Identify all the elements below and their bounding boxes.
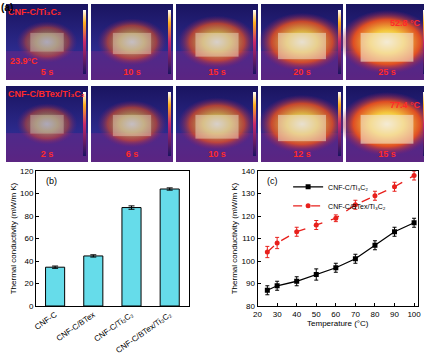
svg-text:140: 140 — [242, 167, 256, 176]
svg-text:110: 110 — [242, 234, 255, 243]
svg-text:12 s: 12 s — [293, 149, 311, 159]
svg-text:CNF-C: CNF-C — [33, 310, 59, 332]
svg-text:40: 40 — [292, 310, 301, 319]
svg-text:CNF-C/Ti₃C₂: CNF-C/Ti₃C₂ — [328, 184, 368, 191]
svg-text:60: 60 — [24, 234, 33, 243]
svg-text:20: 20 — [253, 310, 262, 319]
svg-text:Thermal conductivity (mW/m K): Thermal conductivity (mW/m K) — [230, 182, 239, 294]
svg-text:20: 20 — [24, 279, 33, 288]
svg-text:5 s: 5 s — [41, 67, 54, 77]
svg-text:15 s: 15 s — [208, 67, 226, 77]
svg-text:80: 80 — [246, 302, 255, 311]
svg-text:77.4 °C: 77.4 °C — [390, 100, 421, 110]
svg-text:2 s: 2 s — [41, 149, 54, 159]
svg-text:10 s: 10 s — [123, 67, 141, 77]
svg-text:120: 120 — [242, 212, 256, 221]
svg-text:52.8 °C: 52.8 °C — [390, 18, 421, 28]
svg-text:40: 40 — [24, 257, 33, 266]
svg-text:(b): (b) — [46, 176, 57, 186]
svg-text:CNF-C/Ti₃C₂: CNF-C/Ti₃C₂ — [8, 7, 61, 17]
svg-text:23.9°C: 23.9°C — [10, 56, 38, 66]
svg-text:CNF-C/BTex: CNF-C/BTex — [55, 310, 97, 343]
svg-text:20 s: 20 s — [293, 67, 311, 77]
svg-text:15 s: 15 s — [378, 149, 396, 159]
svg-text:25 s: 25 s — [378, 67, 396, 77]
svg-text:CNF-C/Ti₃C₂: CNF-C/Ti₃C₂ — [92, 310, 135, 344]
svg-text:30: 30 — [273, 310, 282, 319]
svg-text:50: 50 — [312, 310, 321, 319]
svg-text:6 s: 6 s — [126, 149, 139, 159]
svg-text:CNF-C/BTex/Ti₃C₂: CNF-C/BTex/Ti₃C₂ — [8, 89, 85, 99]
svg-text:90: 90 — [246, 279, 255, 288]
svg-text:100: 100 — [407, 310, 421, 319]
svg-text:100: 100 — [20, 189, 34, 198]
svg-text:(c): (c) — [267, 176, 278, 186]
svg-text:70: 70 — [351, 310, 360, 319]
svg-text:Temperature (°C): Temperature (°C) — [307, 319, 369, 328]
svg-text:90: 90 — [390, 310, 399, 319]
svg-text:130: 130 — [242, 189, 256, 198]
svg-text:Thermal conductivity (mW/m K): Thermal conductivity (mW/m K) — [9, 182, 18, 294]
svg-text:80: 80 — [371, 310, 380, 319]
svg-text:CNF-C/BTex/Ti₃C₂: CNF-C/BTex/Ti₃C₂ — [328, 203, 386, 210]
svg-text:60: 60 — [331, 310, 340, 319]
svg-text:80: 80 — [24, 212, 33, 221]
svg-text:CNF-C/BTex/Ti₃C₂: CNF-C/BTex/Ti₃C₂ — [114, 310, 173, 355]
svg-text:0: 0 — [29, 302, 34, 311]
svg-text:(a): (a) — [1, 2, 13, 13]
svg-text:120: 120 — [20, 167, 34, 176]
svg-text:10 s: 10 s — [208, 149, 226, 159]
svg-text:100: 100 — [242, 257, 256, 266]
